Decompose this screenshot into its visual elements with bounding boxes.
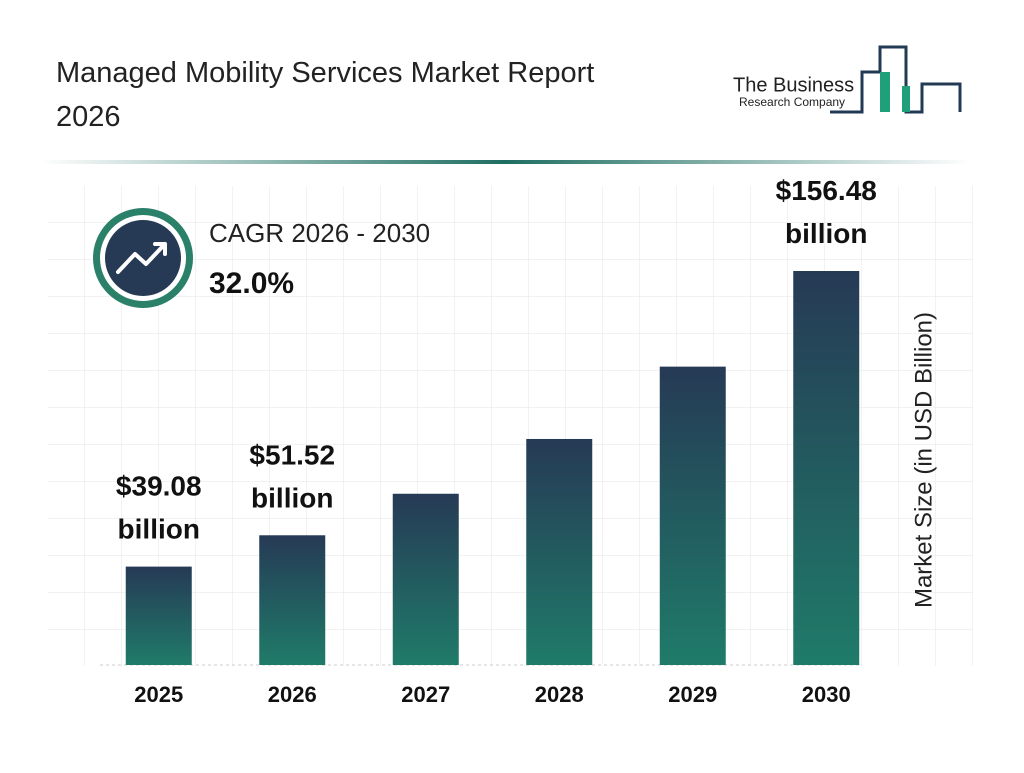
value-label: $156.48 billion bbox=[776, 175, 877, 249]
y-axis-label: Market Size (in USD Billion) bbox=[910, 312, 937, 608]
x-tick-label: 2027 bbox=[401, 682, 450, 707]
x-tick-label: 2028 bbox=[535, 682, 584, 707]
bar bbox=[526, 438, 593, 665]
x-tick-label: 2025 bbox=[134, 682, 183, 707]
x-tick-label: 2026 bbox=[268, 682, 317, 707]
x-tick-label: 2029 bbox=[668, 682, 717, 707]
bar bbox=[793, 271, 860, 665]
bar bbox=[659, 366, 726, 665]
logo-text: The Business bbox=[733, 74, 854, 96]
cagr-badge bbox=[93, 208, 193, 308]
logo-subtext: Research Company bbox=[739, 95, 845, 109]
chart-title: Managed Mobility Services Market Report 2… bbox=[56, 57, 594, 133]
logo: The Business Research Company bbox=[733, 45, 962, 114]
bar bbox=[259, 535, 326, 665]
cagr-value: 32.0% bbox=[209, 267, 294, 300]
value-label: $39.08 billion bbox=[116, 471, 202, 545]
cagr-label: CAGR 2026 - 2030 bbox=[209, 218, 430, 248]
bar bbox=[392, 493, 459, 665]
value-label: $51.52 billion bbox=[249, 440, 335, 514]
x-tick-label: 2030 bbox=[802, 682, 851, 707]
bar bbox=[125, 566, 192, 665]
divider bbox=[40, 160, 970, 164]
